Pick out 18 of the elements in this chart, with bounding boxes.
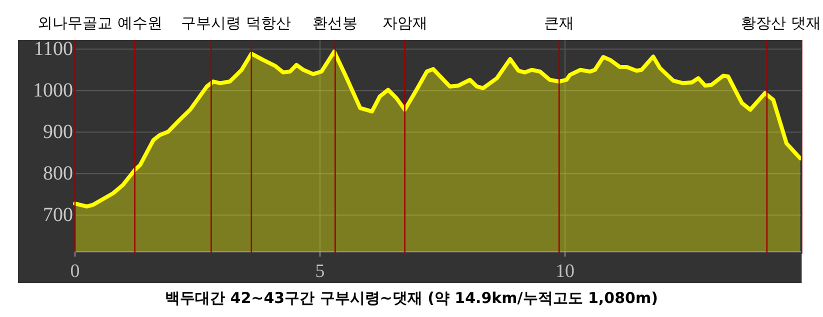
y-tick-label: 800 [43,162,73,185]
ref-line-label: 댓재 [791,14,821,32]
ref-line-label: 큰재 [544,14,574,32]
ref-line-label: 환선봉 [312,14,358,32]
y-tick-label: 1000 [33,80,73,102]
x-tick-label: 10 [556,261,575,282]
ref-line-label: 구부시령 [181,14,242,32]
y-tick-label: 900 [43,121,73,144]
ref-line-label: 외나무골교 [38,14,112,32]
y-tick-label: 1100 [34,38,73,60]
x-tick-label: 0 [70,261,80,282]
ref-line-label: 자암재 [382,14,428,32]
ref-line-label: 덕항산 [246,14,292,32]
ref-line-label: 황장산 [741,14,786,32]
ref-line-label: 예수원 [118,14,162,32]
x-tick-label: 5 [315,261,325,282]
x-axis-title: 백두대간 42~43구간 구부시령~댓재 (약 14.9km/누적고도 1,080m) [165,289,658,307]
y-tick-label: 700 [43,204,73,226]
